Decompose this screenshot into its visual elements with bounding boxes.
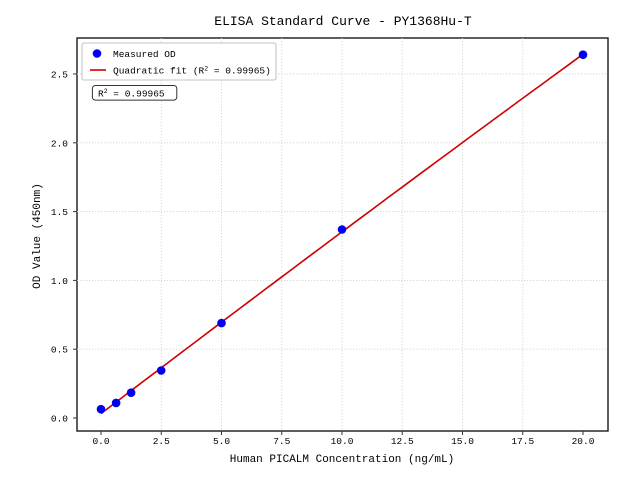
svg-text:ELISA Standard Curve - PY1368H: ELISA Standard Curve - PY1368Hu-T — [214, 14, 472, 29]
svg-text:7.5: 7.5 — [273, 436, 290, 447]
svg-text:0.0: 0.0 — [92, 436, 109, 447]
svg-text:0.5: 0.5 — [51, 345, 68, 356]
svg-text:20.0: 20.0 — [572, 436, 595, 447]
svg-text:1.0: 1.0 — [51, 276, 68, 287]
svg-text:2.5: 2.5 — [51, 70, 68, 81]
svg-text:Quadratic fit (R2 = 0.99965): Quadratic fit (R2 = 0.99965) — [113, 66, 271, 77]
svg-text:17.5: 17.5 — [511, 436, 534, 447]
svg-text:5.0: 5.0 — [213, 436, 230, 447]
svg-text:OD Value (450nm): OD Value (450nm) — [32, 183, 44, 289]
svg-text:Measured OD: Measured OD — [113, 49, 176, 60]
svg-text:10.0: 10.0 — [331, 436, 354, 447]
svg-text:Human PICALM Concentration (ng: Human PICALM Concentration (ng/mL) — [230, 454, 454, 466]
svg-text:2.0: 2.0 — [51, 138, 68, 149]
svg-text:2.5: 2.5 — [153, 436, 170, 447]
svg-text:0.0: 0.0 — [51, 414, 68, 425]
svg-text:15.0: 15.0 — [451, 436, 474, 447]
svg-text:R2 = 0.99965: R2 = 0.99965 — [98, 88, 165, 100]
svg-text:12.5: 12.5 — [391, 436, 414, 447]
svg-text:1.5: 1.5 — [51, 207, 68, 218]
